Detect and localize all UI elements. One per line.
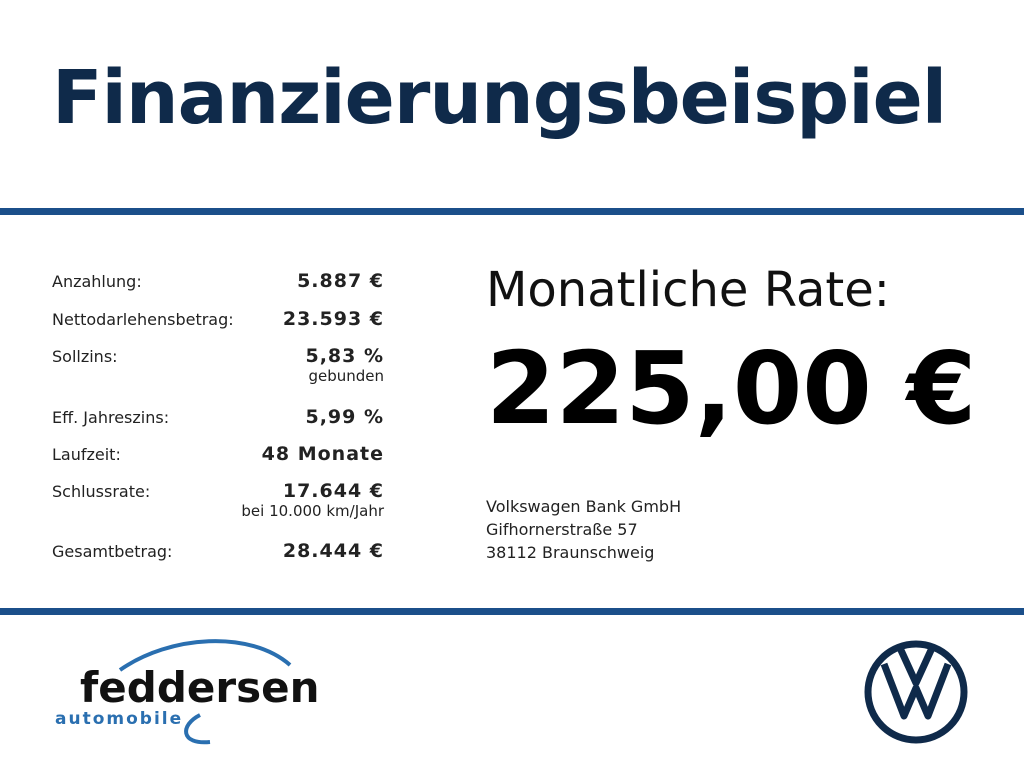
value: 17.644 € — [282, 480, 384, 502]
note: gebunden — [308, 367, 384, 385]
dealer-sub: automobile — [55, 709, 183, 729]
label: Eff. Jahreszins: — [52, 408, 170, 427]
rate-value: 225,00 € — [486, 330, 977, 447]
lender-line: Volkswagen Bank GmbH — [486, 497, 682, 516]
label: Sollzins: — [52, 347, 118, 366]
title: Finanzierungsbeispiel — [52, 55, 947, 141]
value: 5,99 % — [305, 406, 384, 428]
rate-label: Monatliche Rate: — [486, 262, 890, 318]
lender-line: Gifhornerstraße 57 — [486, 520, 638, 539]
label: Schlussrate: — [52, 482, 151, 501]
value: 28.444 € — [282, 540, 384, 562]
dealer-logo: feddersen automobile — [55, 639, 319, 745]
label: Gesamtbetrag: — [52, 542, 173, 561]
dealer-name: feddersen — [80, 663, 319, 712]
value: 5.887 € — [297, 270, 384, 292]
value: 5,83 % — [305, 345, 384, 367]
rule — [0, 208, 1024, 215]
lender-line: 38112 Braunschweig — [486, 543, 655, 562]
label: Laufzeit: — [52, 445, 121, 464]
rule — [0, 608, 1024, 615]
label: Nettodarlehensbetrag: — [52, 310, 234, 329]
note: bei 10.000 km/Jahr — [241, 502, 384, 520]
label: Anzahlung: — [52, 272, 142, 291]
vw-logo — [864, 640, 968, 744]
value: 48 Monate — [261, 443, 384, 465]
value: 23.593 € — [282, 308, 384, 330]
